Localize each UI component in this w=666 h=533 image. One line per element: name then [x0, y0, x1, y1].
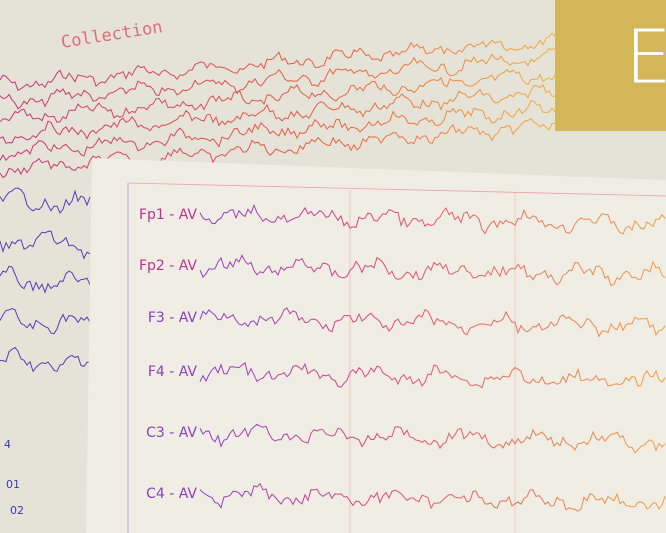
channel-label: Fp1 - AV — [139, 207, 197, 223]
page: Collection 4 01 02 Fp1 - AVFp2 - AVF3 - … — [0, 0, 666, 533]
channel-label: C4 - AV — [146, 486, 197, 502]
channel-label: C3 - AV — [146, 425, 197, 441]
edge-label: 02 — [10, 504, 24, 517]
photo: Collection 4 01 02 Fp1 - AVFp2 - AVF3 - … — [0, 0, 666, 533]
channel-label: Fp2 - AV — [139, 258, 197, 274]
banner-letter: E — [625, 15, 666, 101]
channel-label: F3 - AV — [148, 310, 198, 326]
edge-label: 01 — [6, 478, 20, 491]
channel-label: F4 - AV — [148, 364, 198, 380]
edge-label: 4 — [4, 438, 11, 451]
